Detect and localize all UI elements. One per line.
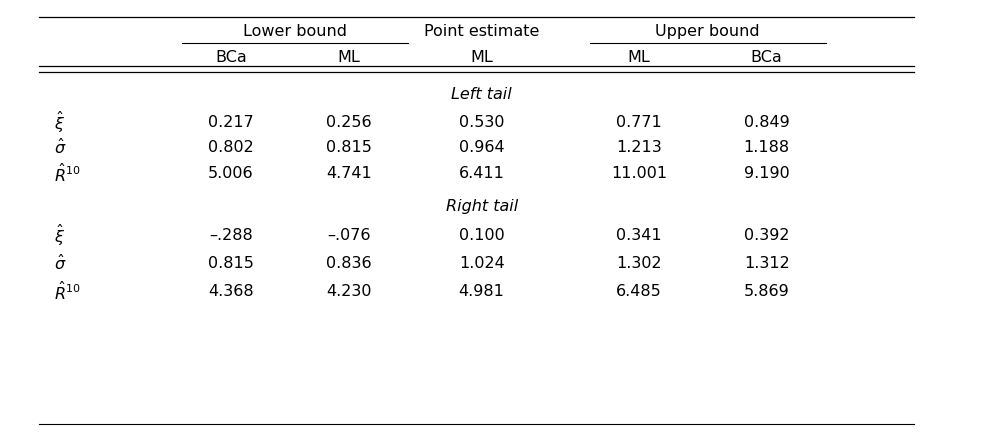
Text: Upper bound: Upper bound	[656, 24, 760, 38]
Text: 4.981: 4.981	[459, 284, 504, 299]
Text: 0.530: 0.530	[459, 115, 504, 130]
Text: 0.815: 0.815	[208, 256, 254, 271]
Text: 5.006: 5.006	[208, 166, 254, 181]
Text: Point estimate: Point estimate	[424, 24, 540, 38]
Text: 0.341: 0.341	[616, 228, 662, 243]
Text: 4.741: 4.741	[326, 166, 372, 181]
Text: 4.230: 4.230	[326, 284, 372, 299]
Text: 0.771: 0.771	[616, 115, 662, 130]
Text: 0.392: 0.392	[744, 228, 789, 243]
Text: ML: ML	[627, 50, 651, 64]
Text: 4.368: 4.368	[208, 284, 254, 299]
Text: $\hat{\sigma}$: $\hat{\sigma}$	[54, 138, 67, 157]
Text: 1.312: 1.312	[744, 256, 789, 271]
Text: $\hat{R}^{10}$: $\hat{R}^{10}$	[54, 163, 81, 184]
Text: 0.802: 0.802	[208, 140, 254, 155]
Text: 1.302: 1.302	[616, 256, 662, 271]
Text: 0.100: 0.100	[459, 228, 504, 243]
Text: $\hat{\sigma}$: $\hat{\sigma}$	[54, 254, 67, 273]
Text: 1.024: 1.024	[459, 256, 504, 271]
Text: $\hat{R}^{10}$: $\hat{R}^{10}$	[54, 281, 81, 302]
Text: 1.188: 1.188	[744, 140, 789, 155]
Text: 9.190: 9.190	[744, 166, 789, 181]
Text: Left tail: Left tail	[451, 87, 512, 102]
Text: 0.256: 0.256	[326, 115, 372, 130]
Text: Lower bound: Lower bound	[243, 24, 347, 38]
Text: 5.869: 5.869	[744, 284, 789, 299]
Text: $\hat{\xi}$: $\hat{\xi}$	[54, 110, 65, 135]
Text: ML: ML	[470, 50, 493, 64]
Text: BCa: BCa	[751, 50, 782, 64]
Text: ML: ML	[337, 50, 361, 64]
Text: 0.815: 0.815	[326, 140, 372, 155]
Text: 0.849: 0.849	[744, 115, 789, 130]
Text: –.288: –.288	[209, 228, 253, 243]
Text: BCa: BCa	[215, 50, 247, 64]
Text: Right tail: Right tail	[445, 199, 518, 214]
Text: 6.485: 6.485	[616, 284, 662, 299]
Text: 0.964: 0.964	[459, 140, 504, 155]
Text: 0.217: 0.217	[208, 115, 254, 130]
Text: $\hat{\xi}$: $\hat{\xi}$	[54, 223, 65, 248]
Text: 6.411: 6.411	[459, 166, 504, 181]
Text: –.076: –.076	[327, 228, 371, 243]
Text: 0.836: 0.836	[326, 256, 372, 271]
Text: 11.001: 11.001	[610, 166, 667, 181]
Text: 1.213: 1.213	[616, 140, 662, 155]
